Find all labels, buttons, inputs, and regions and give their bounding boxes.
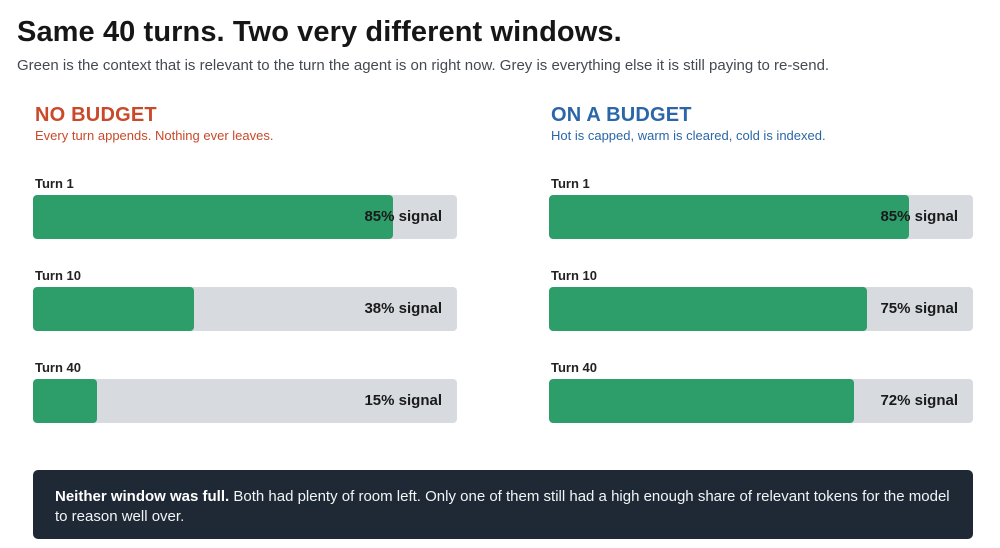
bar-track: 85% signal: [33, 195, 457, 239]
signal-bar: [549, 287, 867, 331]
panel-title: ON A BUDGET: [551, 104, 692, 126]
bar-track: 72% signal: [549, 379, 973, 423]
bar-row: Turn 1 85% signal: [549, 176, 973, 268]
bar-rows: Turn 1 85% signal Turn 10 38% signal Tur…: [33, 176, 457, 452]
note-text: Both had plenty of room left. Only one o…: [55, 488, 950, 525]
panel-subtitle: Every turn appends. Nothing ever leaves.: [35, 128, 274, 143]
bar-value-label: 72% signal: [880, 392, 958, 409]
bar-row: Turn 10 38% signal: [33, 268, 457, 360]
bar-row: Turn 1 85% signal: [33, 176, 457, 268]
on-budget-panel: ON A BUDGET Hot is capped, warm is clear…: [549, 104, 973, 423]
bar-category-label: Turn 1: [551, 176, 590, 191]
bar-rows: Turn 1 85% signal Turn 10 75% signal Tur…: [549, 176, 973, 452]
bar-value-label: 75% signal: [880, 300, 958, 317]
signal-bar: [33, 287, 194, 331]
bar-category-label: Turn 10: [35, 268, 81, 283]
bar-track: 15% signal: [33, 379, 457, 423]
bar-row: Turn 40 15% signal: [33, 360, 457, 452]
signal-bar: [549, 195, 909, 239]
bar-row: Turn 10 75% signal: [549, 268, 973, 360]
bar-track: 38% signal: [33, 287, 457, 331]
no-budget-panel: NO BUDGET Every turn appends. Nothing ev…: [33, 104, 457, 423]
signal-bar: [33, 379, 97, 423]
bar-category-label: Turn 10: [551, 268, 597, 283]
bar-track: 75% signal: [549, 287, 973, 331]
panel-subtitle: Hot is capped, warm is cleared, cold is …: [551, 128, 826, 143]
signal-bar: [549, 379, 854, 423]
bar-row: Turn 40 72% signal: [549, 360, 973, 452]
note-emphasis: Neither window was full.: [55, 488, 230, 505]
bar-category-label: Turn 1: [35, 176, 74, 191]
callout-note: Neither window was full. Both had plenty…: [33, 470, 973, 539]
bar-value-label: 85% signal: [364, 208, 442, 225]
bar-value-label: 85% signal: [880, 208, 958, 225]
bar-value-label: 38% signal: [364, 300, 442, 317]
page-title: Same 40 turns. Two very different window…: [17, 16, 622, 48]
bar-category-label: Turn 40: [35, 360, 81, 375]
bar-category-label: Turn 40: [551, 360, 597, 375]
bar-track: 85% signal: [549, 195, 973, 239]
page-subtitle: Green is the context that is relevant to…: [17, 57, 830, 74]
signal-bar: [33, 195, 393, 239]
panel-title: NO BUDGET: [35, 104, 157, 126]
bar-value-label: 15% signal: [364, 392, 442, 409]
